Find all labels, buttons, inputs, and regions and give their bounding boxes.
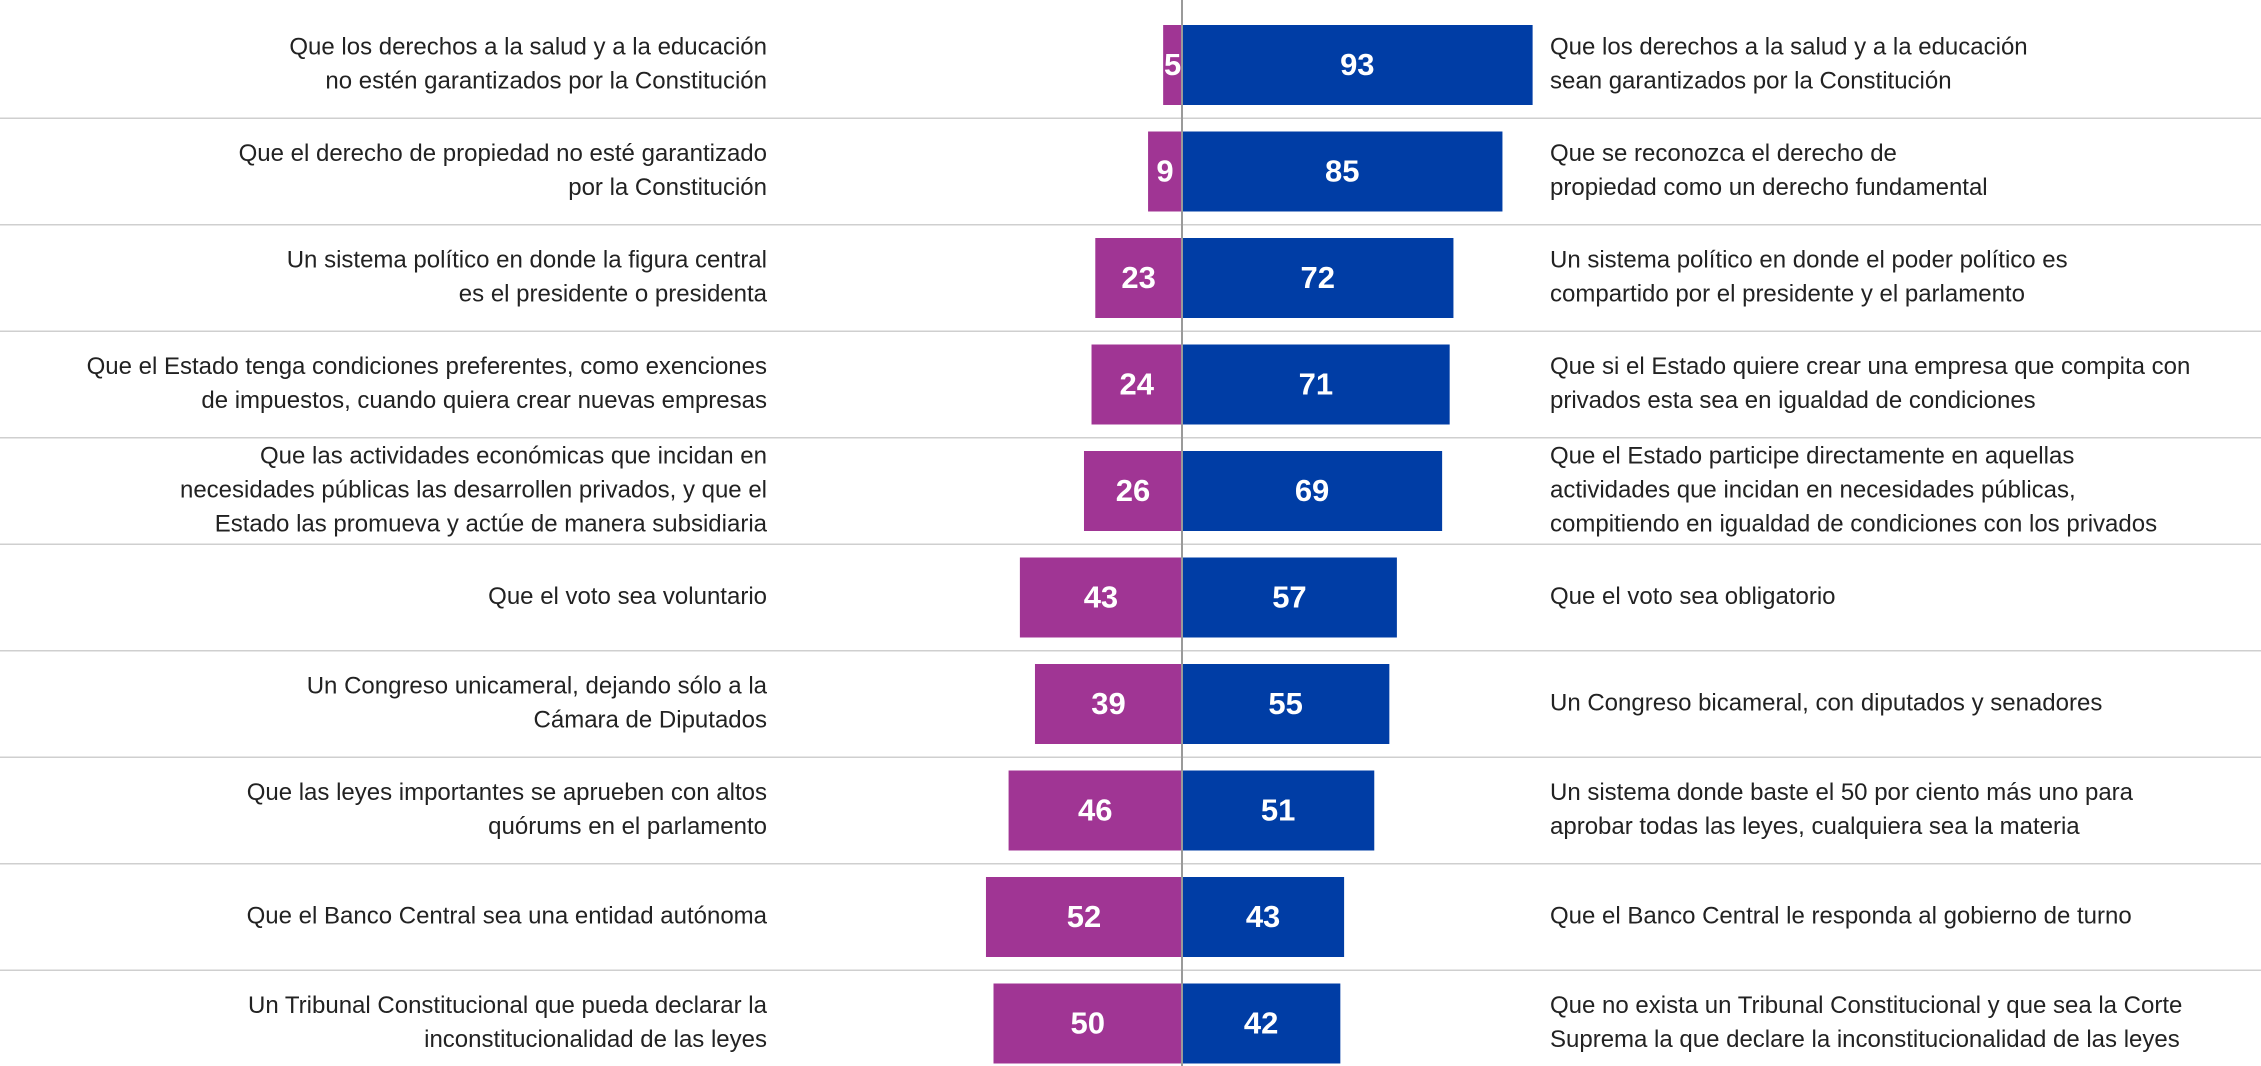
bar-value: 57 [1272, 580, 1306, 615]
bar-value: 52 [1067, 899, 1101, 934]
left-label: Que el voto sea voluntario [488, 583, 767, 610]
right-label: compartido por el presidente y el parlam… [1550, 280, 2025, 307]
bar-value: 42 [1244, 1006, 1278, 1041]
left-label: por la Constitución [568, 174, 767, 201]
left-label: Estado las promueva y actúe de manera su… [215, 510, 768, 537]
bar-value: 50 [1071, 1006, 1105, 1041]
bar-value: 39 [1091, 686, 1125, 721]
bar-value: 72 [1300, 260, 1334, 295]
left-label: Que los derechos a la salud y a la educa… [289, 33, 767, 60]
bar-left [1091, 344, 1182, 425]
left-label: es el presidente o presidenta [459, 280, 768, 307]
right-label: aprobar todas las leyes, cualquiera sea … [1550, 813, 2080, 840]
bar-right [1182, 25, 1533, 105]
left-label: necesidades públicas las desarrollen pri… [180, 476, 767, 503]
bar-value: 26 [1116, 473, 1150, 508]
bar-value: 85 [1325, 154, 1359, 189]
bar-right [1182, 770, 1375, 851]
bar-value: 9 [1156, 154, 1173, 189]
left-label: Cámara de Diputados [534, 706, 767, 733]
right-label: Que se reconozca el derecho de [1550, 140, 1897, 167]
bar-left [1163, 25, 1182, 105]
bar-right [1182, 664, 1390, 744]
bar-right [1182, 238, 1454, 318]
left-label: Un Tribunal Constitucional que pueda dec… [248, 992, 768, 1019]
bar-value: 51 [1261, 793, 1295, 828]
bar-value: 55 [1268, 686, 1302, 721]
left-label: inconstitucionalidad de las leyes [424, 1026, 767, 1053]
left-label: Que el Banco Central sea una entidad aut… [247, 902, 768, 929]
right-label: Que el Banco Central le responda al gobi… [1550, 902, 2132, 929]
bar-right [1182, 131, 1503, 212]
bar-left [993, 983, 1182, 1064]
bar-value: 5 [1164, 47, 1181, 82]
bar-value: 24 [1120, 367, 1155, 402]
right-label: Un sistema político en donde el poder po… [1550, 246, 2068, 273]
right-label: Un Congreso bicameral, con diputados y s… [1550, 689, 2102, 716]
right-label: privados esta sea en igualdad de condici… [1550, 387, 2036, 414]
bar-left [1083, 451, 1182, 531]
left-label: Que el Estado tenga condiciones preferen… [87, 353, 767, 380]
right-label: actividades que incidan en necesidades p… [1550, 476, 2076, 503]
bar-value: 46 [1078, 793, 1112, 828]
bar-left [1095, 238, 1182, 318]
bar-right [1182, 451, 1443, 531]
bar-value: 43 [1246, 899, 1280, 934]
right-label: Un sistema donde baste el 50 por ciento … [1550, 779, 2134, 806]
left-label: Que las leyes importantes se aprueben co… [247, 779, 767, 806]
bar-right [1182, 344, 1450, 425]
left-label: Que las actividades económicas que incid… [260, 442, 767, 469]
bar-value: 93 [1340, 47, 1374, 82]
right-label: Que si el Estado quiere crear una empres… [1550, 353, 2190, 380]
bar-value: 69 [1295, 473, 1329, 508]
left-label: de impuestos, cuando quiera crear nuevas… [201, 387, 767, 414]
right-label: Que los derechos a la salud y a la educa… [1550, 33, 2028, 60]
right-label: Que el voto sea obligatorio [1550, 583, 1836, 610]
bar-right [1182, 877, 1345, 957]
right-label: Que no exista un Tribunal Constitucional… [1550, 992, 2182, 1019]
right-label: Suprema la que declare la inconstitucion… [1550, 1026, 2180, 1053]
right-label: sean garantizados por la Constitución [1550, 67, 1952, 94]
right-label: propiedad como un derecho fundamental [1550, 174, 1988, 201]
bar-left [1019, 557, 1182, 638]
left-label: Un Congreso unicameral, dejando sólo a l… [307, 672, 768, 699]
left-label: Un sistema político en donde la figura c… [287, 246, 767, 273]
right-label: Que el Estado participe directamente en … [1550, 442, 2074, 469]
bar-left [1148, 131, 1182, 212]
bar-right [1182, 983, 1341, 1064]
left-label: no estén garantizados por la Constitució… [325, 67, 767, 94]
bar-value: 23 [1121, 260, 1155, 295]
left-label: quórums en el parlamento [488, 813, 767, 840]
bar-value: 43 [1084, 580, 1118, 615]
bar-left [1008, 770, 1182, 851]
bar-left [1034, 664, 1182, 744]
right-label: compitiendo en igualdad de condiciones c… [1550, 510, 2157, 537]
bar-value: 71 [1299, 367, 1333, 402]
bar-right [1182, 557, 1397, 638]
left-label: Que el derecho de propiedad no esté gara… [239, 140, 767, 167]
bar-left [985, 877, 1182, 957]
